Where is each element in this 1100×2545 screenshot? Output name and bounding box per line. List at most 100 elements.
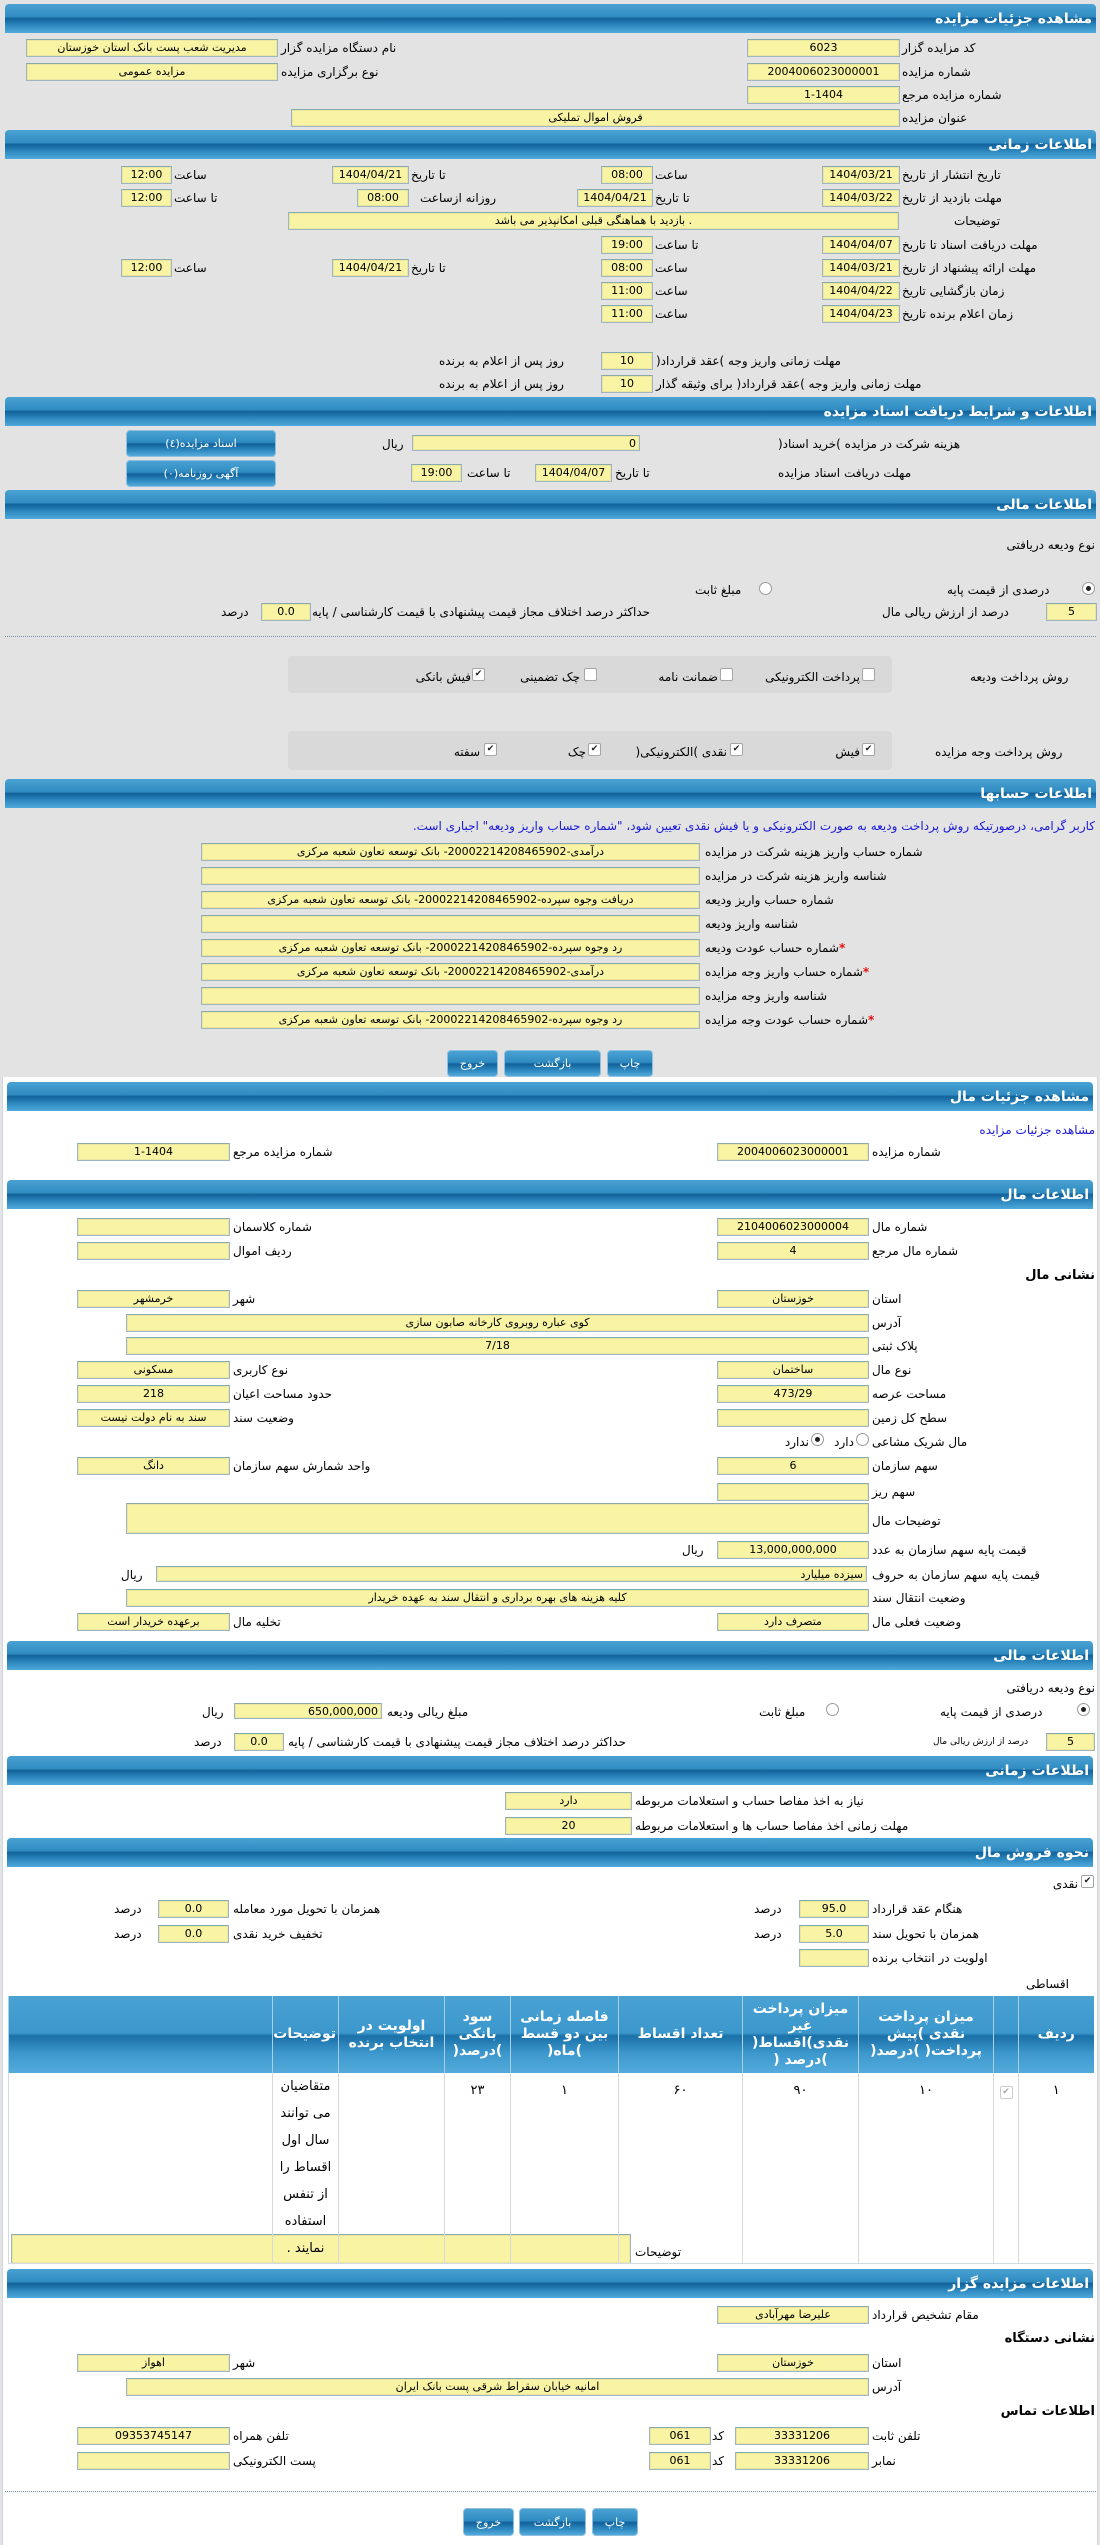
p2-auction-number-field[interactable]: 2004006023000001 [717,1143,869,1161]
auction-details-link[interactable]: مشاهده جزئیات مزایده [979,1123,1095,1137]
evacuation-field[interactable]: برعهده خریدار است [77,1613,230,1631]
plate-field[interactable]: 7/18 [126,1337,869,1355]
opening-date[interactable]: 1404/04/22 [822,282,900,300]
clearance-days-field[interactable]: 20 [505,1817,632,1835]
deed-transfer-field[interactable]: کلیه هزینه های بهره برداری و انتقال سند … [126,1589,869,1607]
fin2-fixed-radio[interactable] [826,1703,839,1716]
current-status-field[interactable]: متصرف دارد [717,1613,869,1631]
opening-time[interactable]: 11:00 [601,282,653,300]
print-button[interactable]: چاپ [607,1050,653,1077]
visit-daily-from[interactable]: 08:00 [357,189,409,207]
org-city-field[interactable]: اهواز [77,2354,230,2372]
fax-code-field[interactable]: 061 [649,2452,711,2470]
fin2-percent-field[interactable]: 5 [1046,1733,1095,1751]
deed-status-field[interactable]: سند به نام دولت نیست [77,1409,230,1427]
deposit-fixed-radio[interactable] [759,582,772,595]
publish-to-date[interactable]: 1404/04/21 [332,166,409,184]
fin2-amount-field[interactable]: 650,000,000 [234,1703,382,1719]
shared-yes-radio[interactable] [856,1433,869,1446]
cash-checkbox[interactable]: ✔ [1081,1875,1094,1888]
newspaper-ads-button[interactable]: آگهی روزنامه(۰) [126,460,276,487]
building-area-field[interactable]: 218 [77,1385,230,1403]
participation-fee-field[interactable]: 0 [412,435,640,451]
address-field[interactable]: کوی عباره روبروی کارخانه صابون سازی [126,1314,869,1332]
account-field[interactable]: درآمدی-20002214208465902- بانک توسعه تعا… [201,843,700,861]
winner-date[interactable]: 1404/04/23 [822,305,900,323]
publish-from-time[interactable]: 08:00 [601,166,653,184]
phone-field[interactable]: 33331206 [735,2427,869,2445]
deposit-method-checkbox[interactable] [720,668,733,681]
back-button[interactable]: بازگشت [504,1050,601,1077]
account-field[interactable]: رد وجوه سپرده-20002214208465902- بانک تو… [201,939,700,957]
account-field[interactable] [201,915,700,933]
documents-deadline-time[interactable]: 19:00 [411,464,462,482]
mobile-field[interactable]: 09353745147 [77,2427,230,2445]
share-unit-field[interactable]: دانگ [77,1457,230,1475]
property-row-field[interactable] [77,1242,230,1260]
offer-from-time[interactable]: 08:00 [601,259,653,277]
clearance-field[interactable]: دارد [505,1792,632,1810]
on_deed-field[interactable]: 5.0 [799,1925,869,1943]
property-ref-field[interactable]: 4 [717,1242,869,1260]
total-land-field[interactable] [717,1409,869,1427]
fin2-percent-radio[interactable] [1077,1703,1090,1716]
exit-button-2[interactable]: خروج [463,2508,514,2536]
docs-deadline-time[interactable]: 19:00 [601,236,653,254]
discount-field[interactable]: 0.0 [158,1925,229,1943]
on_contract-field[interactable]: 95.0 [799,1900,869,1918]
fin2-max-diff-field[interactable]: 0.0 [234,1733,284,1751]
documents-deadline-date[interactable]: 1404/04/07 [535,464,612,482]
org-address-field[interactable]: امانیه خیابان سقراط شرقی پست بانک ایران [126,2378,869,2396]
deposit-percent-field[interactable]: 5 [1046,603,1097,621]
print-button-2[interactable]: چاپ [592,2508,638,2536]
phone-code-field[interactable]: 061 [649,2427,711,2445]
authority-field[interactable]: علیرضا مهرآبادی [717,2306,869,2324]
property-number-field[interactable]: 2104006023000004 [717,1218,869,1236]
auction-documents-button[interactable]: اسناد مزایده(٤) [126,430,276,457]
shared-no-radio[interactable] [811,1433,824,1446]
offer-to-time[interactable]: 12:00 [121,259,172,277]
auction-subject-field[interactable]: فروش اموال تملیکی [291,109,900,127]
account-field[interactable]: رد وجوه سپرده-20002214208465902- بانک تو… [201,1011,700,1029]
p2-reference-field[interactable]: 1-1404 [77,1143,230,1161]
org-province-field[interactable]: خوزستان [717,2354,869,2372]
land-area-field[interactable]: 473/29 [717,1385,869,1403]
exit-button[interactable]: خروج [447,1050,498,1077]
base-price-number-field[interactable]: 13,000,000,000 [717,1541,869,1559]
account-field[interactable] [201,987,700,1005]
back-button-2[interactable]: بازگشت [519,2508,586,2536]
auction-number-field[interactable]: 2004006023000001 [747,63,900,81]
publish-to-time[interactable]: 12:00 [121,166,172,184]
payment-method-checkbox[interactable]: ✔ [862,743,875,756]
deposit-percent-radio[interactable] [1082,582,1095,595]
row-checkbox[interactable]: ✔ [999,2086,1013,2099]
property-kind-field[interactable]: ساختمان [717,1361,869,1379]
offer-to-date[interactable]: 1404/04/21 [332,259,409,277]
deposit-method-checkbox[interactable]: ✔ [472,668,485,681]
auctioneer-code-field[interactable]: 6023 [747,39,900,57]
org-name-field[interactable]: مدیریت شعب پست بانک استان خوزستان [26,39,278,57]
account-field[interactable]: دریافت وجوه سپرده-20002214208465902- بان… [201,891,700,909]
property-description-field[interactable] [126,1503,869,1534]
payment-deadline-days[interactable]: 10 [601,352,653,370]
fine-share-field[interactable] [717,1483,869,1501]
visit-from-date[interactable]: 1404/03/22 [822,189,900,207]
deposit-method-checkbox[interactable] [584,668,597,681]
payment-method-checkbox[interactable]: ✔ [588,743,601,756]
winner-time[interactable]: 11:00 [601,305,653,323]
time-description-field[interactable]: . بازدید با هماهنگی قبلی امکانپذیر می با… [288,212,899,230]
deposit-method-checkbox[interactable] [862,668,875,681]
docs-deadline-date[interactable]: 1404/04/07 [822,236,900,254]
fax-field[interactable]: 33331206 [735,2452,869,2470]
account-field[interactable]: درآمدی-20002214208465902- بانک توسعه تعا… [201,963,700,981]
max-diff-field[interactable]: 0.0 [261,603,311,621]
visit-daily-to[interactable]: 12:00 [121,189,172,207]
account-field[interactable] [201,867,700,885]
city-field[interactable]: خرمشهر [77,1290,230,1308]
publish-from-date[interactable]: 1404/03/21 [822,166,900,184]
email-field[interactable] [77,2452,230,2470]
offer-from-date[interactable]: 1404/03/21 [822,259,900,277]
org-share-field[interactable]: 6 [717,1457,869,1475]
priority-field[interactable] [799,1949,869,1967]
usage-field[interactable]: مسکونی [77,1361,230,1379]
